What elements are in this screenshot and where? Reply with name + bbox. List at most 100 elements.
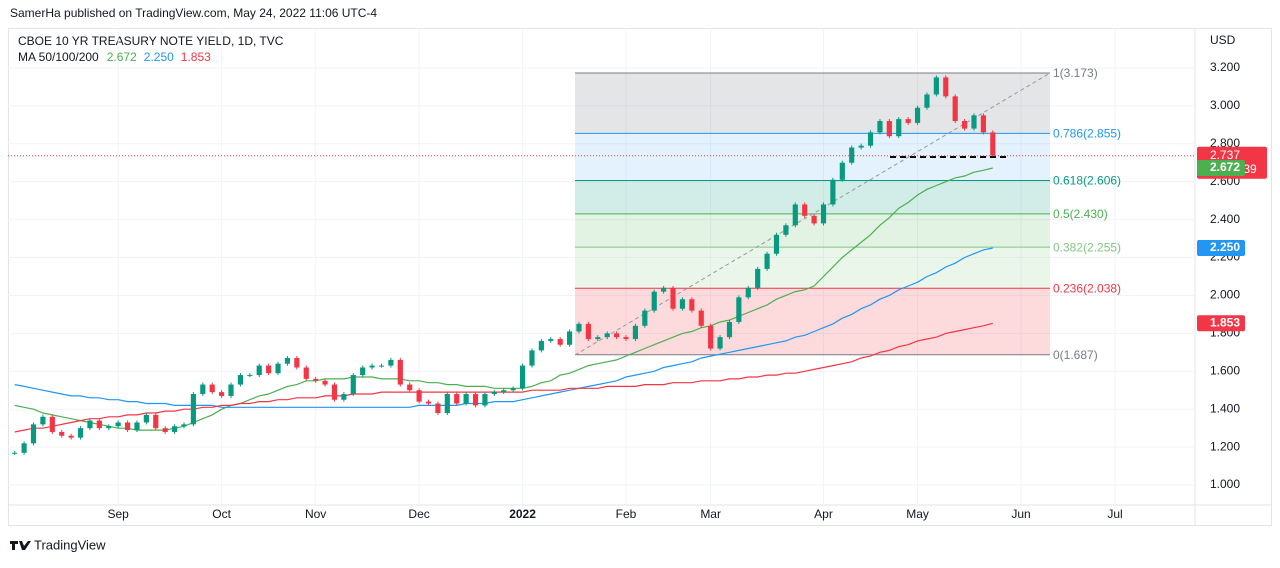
candle [802,204,808,216]
brand: TradingView [10,537,106,552]
candle [181,424,187,427]
y-tick-label: 3.000 [1210,98,1240,112]
ma-price-tag [1197,160,1245,177]
ma-price: 2.672 [1210,160,1240,174]
ma-legend-value: 2.250 [144,50,174,64]
candle [783,225,789,235]
candle [858,145,864,148]
candle [350,375,356,395]
y-tick-label: 2.000 [1210,288,1240,302]
candle [585,323,591,340]
publisher-header: SamerHa published on TradingView.com, Ma… [10,6,377,20]
x-tick-label: Jul [1107,507,1122,521]
candle [952,96,958,122]
candle [331,384,338,400]
candle [275,363,281,374]
candle [77,428,84,438]
candle [764,253,770,269]
candle [905,119,911,123]
candle [933,77,939,95]
candle [877,121,883,133]
candle [190,394,196,425]
candle [595,337,601,340]
candle [971,115,977,129]
candle [773,234,780,254]
candle [266,365,272,374]
x-tick-label: May [906,507,929,521]
candle [849,147,855,163]
candle [661,287,667,292]
candle [651,291,657,311]
candle [237,375,244,385]
candle [990,132,996,156]
x-tick-label: Apr [814,507,833,521]
candle [943,77,949,97]
fib-label: 0.236(2.038) [1053,281,1121,295]
ma-price: 2.250 [1210,240,1240,254]
fib-label: 0.618(2.606) [1053,174,1121,188]
candle [87,420,93,429]
ma-legend-label: MA 50/100/200 [18,50,99,64]
candle [21,443,27,453]
candle [538,340,544,351]
candle [980,115,986,133]
candle [689,299,695,311]
candle [209,384,215,393]
fibonacci: 1(3.173) 0.786(2.855) 0.618(2.606) 0.5(2.43… [575,66,1121,362]
candle [256,365,262,376]
candle [632,325,639,340]
y-tick-label: 1.400 [1210,401,1240,415]
ma-line [14,247,993,408]
candle [341,394,347,400]
x-tick-label: Sep [107,507,129,521]
candle [924,94,930,108]
fib-zone [575,180,1050,214]
candle [519,365,526,389]
grid [8,28,1195,505]
candle [30,424,37,444]
fib-zone [575,73,1050,134]
fib-label: 0(1.687) [1053,348,1098,362]
candle [529,350,535,366]
candle [914,107,921,123]
candle [115,422,121,427]
candle [416,390,422,402]
x-tick-label: Mar [700,507,721,521]
y-tick-label: 1.200 [1210,439,1240,453]
candle [623,337,629,340]
chart-title: CBOE 10 YR TREASURY NOTE YIELD, 1D, TVC [18,34,284,48]
candle [435,403,441,413]
x-tick-label: Nov [305,507,326,521]
candle [313,378,319,381]
candle [614,333,620,338]
candle [68,435,74,438]
candle [322,380,328,385]
ma-price-tag [1197,315,1245,332]
candle [303,367,309,379]
candle [961,121,968,129]
candle [820,204,827,224]
candle [388,359,394,366]
x-tick-label: Jun [1011,507,1030,521]
candle [162,428,168,432]
candle [228,384,234,396]
candle [679,299,686,309]
y-tick-label: 1.600 [1210,363,1240,377]
candle [548,339,554,341]
fib-label: 1(3.173) [1053,66,1098,80]
candle [510,388,516,391]
candle [886,121,892,137]
candle [49,416,55,432]
candle [557,339,563,345]
last-price: 2.737 [1210,148,1240,162]
ma-price-tag [1197,240,1245,257]
candle [717,337,723,349]
candle [491,392,497,395]
candle [839,162,845,180]
candle [59,431,65,436]
fib-label: 0.5(2.430) [1053,207,1108,221]
candle [482,394,488,406]
candle [219,392,225,396]
ma-legend-value: 2.672 [107,50,137,64]
